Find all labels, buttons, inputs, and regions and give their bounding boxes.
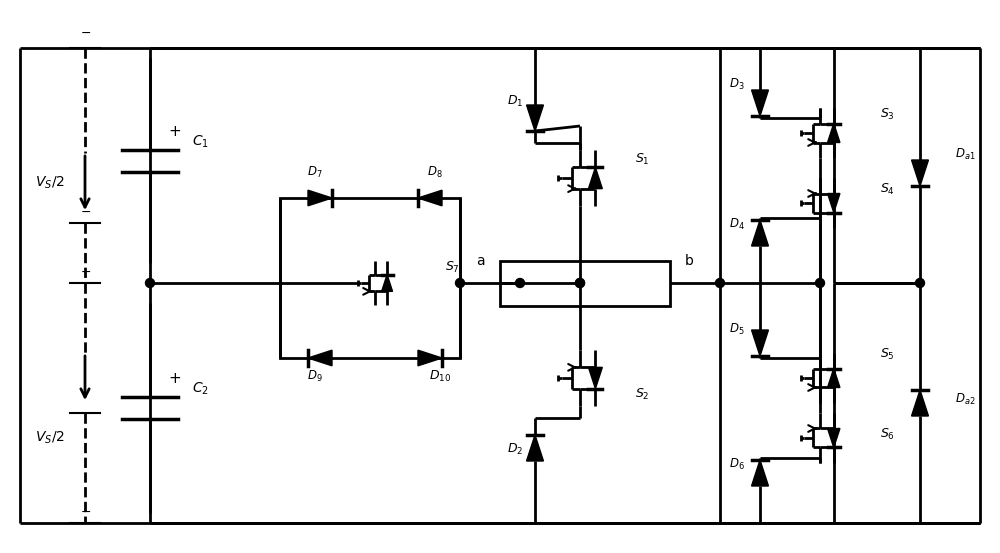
Polygon shape: [828, 368, 840, 388]
Text: a: a: [476, 254, 485, 268]
Text: b: b: [685, 254, 694, 268]
Circle shape: [576, 279, 584, 288]
Text: $D_2$: $D_2$: [507, 442, 523, 457]
Text: $D_6$: $D_6$: [729, 457, 745, 472]
Circle shape: [576, 279, 584, 288]
Polygon shape: [828, 123, 840, 143]
Polygon shape: [308, 350, 332, 366]
Text: $D_3$: $D_3$: [729, 77, 745, 92]
Polygon shape: [382, 275, 393, 291]
Text: +: +: [169, 123, 181, 138]
Text: $C_2$: $C_2$: [192, 381, 208, 398]
Text: $S_2$: $S_2$: [635, 387, 650, 402]
Circle shape: [816, 279, 824, 288]
Text: $D_9$: $D_9$: [307, 369, 323, 384]
Text: $S_7$: $S_7$: [445, 260, 460, 275]
Polygon shape: [752, 460, 768, 486]
Text: $S_6$: $S_6$: [880, 427, 895, 442]
Text: −: −: [81, 27, 91, 40]
Polygon shape: [752, 220, 768, 246]
Polygon shape: [912, 390, 928, 416]
Text: $D_{10}$: $D_{10}$: [429, 369, 451, 384]
Text: $V_S/2$: $V_S/2$: [35, 430, 65, 446]
Text: −: −: [81, 206, 91, 219]
Text: $S_3$: $S_3$: [880, 107, 895, 122]
Text: $D_{a1}$: $D_{a1}$: [955, 147, 976, 162]
Circle shape: [716, 279, 724, 288]
Polygon shape: [828, 429, 840, 447]
Text: $S_4$: $S_4$: [880, 182, 895, 197]
Polygon shape: [418, 190, 442, 206]
Text: −: −: [81, 266, 91, 279]
Circle shape: [916, 279, 924, 288]
Polygon shape: [588, 367, 602, 389]
Text: $D_5$: $D_5$: [729, 322, 745, 337]
Text: $S_1$: $S_1$: [635, 152, 650, 167]
Circle shape: [516, 279, 524, 288]
Text: $D_8$: $D_8$: [427, 165, 443, 180]
Polygon shape: [588, 168, 602, 189]
Circle shape: [146, 279, 154, 288]
Polygon shape: [828, 194, 840, 212]
Bar: [280, 198, 460, 358]
Text: $D_{a2}$: $D_{a2}$: [955, 392, 976, 407]
Text: +: +: [169, 371, 181, 386]
Text: $D_4$: $D_4$: [729, 217, 745, 232]
Polygon shape: [912, 160, 928, 186]
Polygon shape: [527, 435, 543, 461]
Polygon shape: [308, 190, 332, 206]
Polygon shape: [418, 350, 442, 366]
Polygon shape: [752, 330, 768, 356]
Bar: [500, 260, 670, 305]
Circle shape: [456, 279, 464, 288]
Polygon shape: [752, 90, 768, 116]
Text: −: −: [81, 506, 91, 519]
Polygon shape: [527, 105, 543, 131]
Text: $D_1$: $D_1$: [507, 94, 523, 109]
Text: $V_S/2$: $V_S/2$: [35, 175, 65, 191]
Text: $C_1$: $C_1$: [192, 133, 208, 150]
Text: $S_5$: $S_5$: [880, 347, 895, 362]
Text: $D_7$: $D_7$: [307, 165, 323, 180]
